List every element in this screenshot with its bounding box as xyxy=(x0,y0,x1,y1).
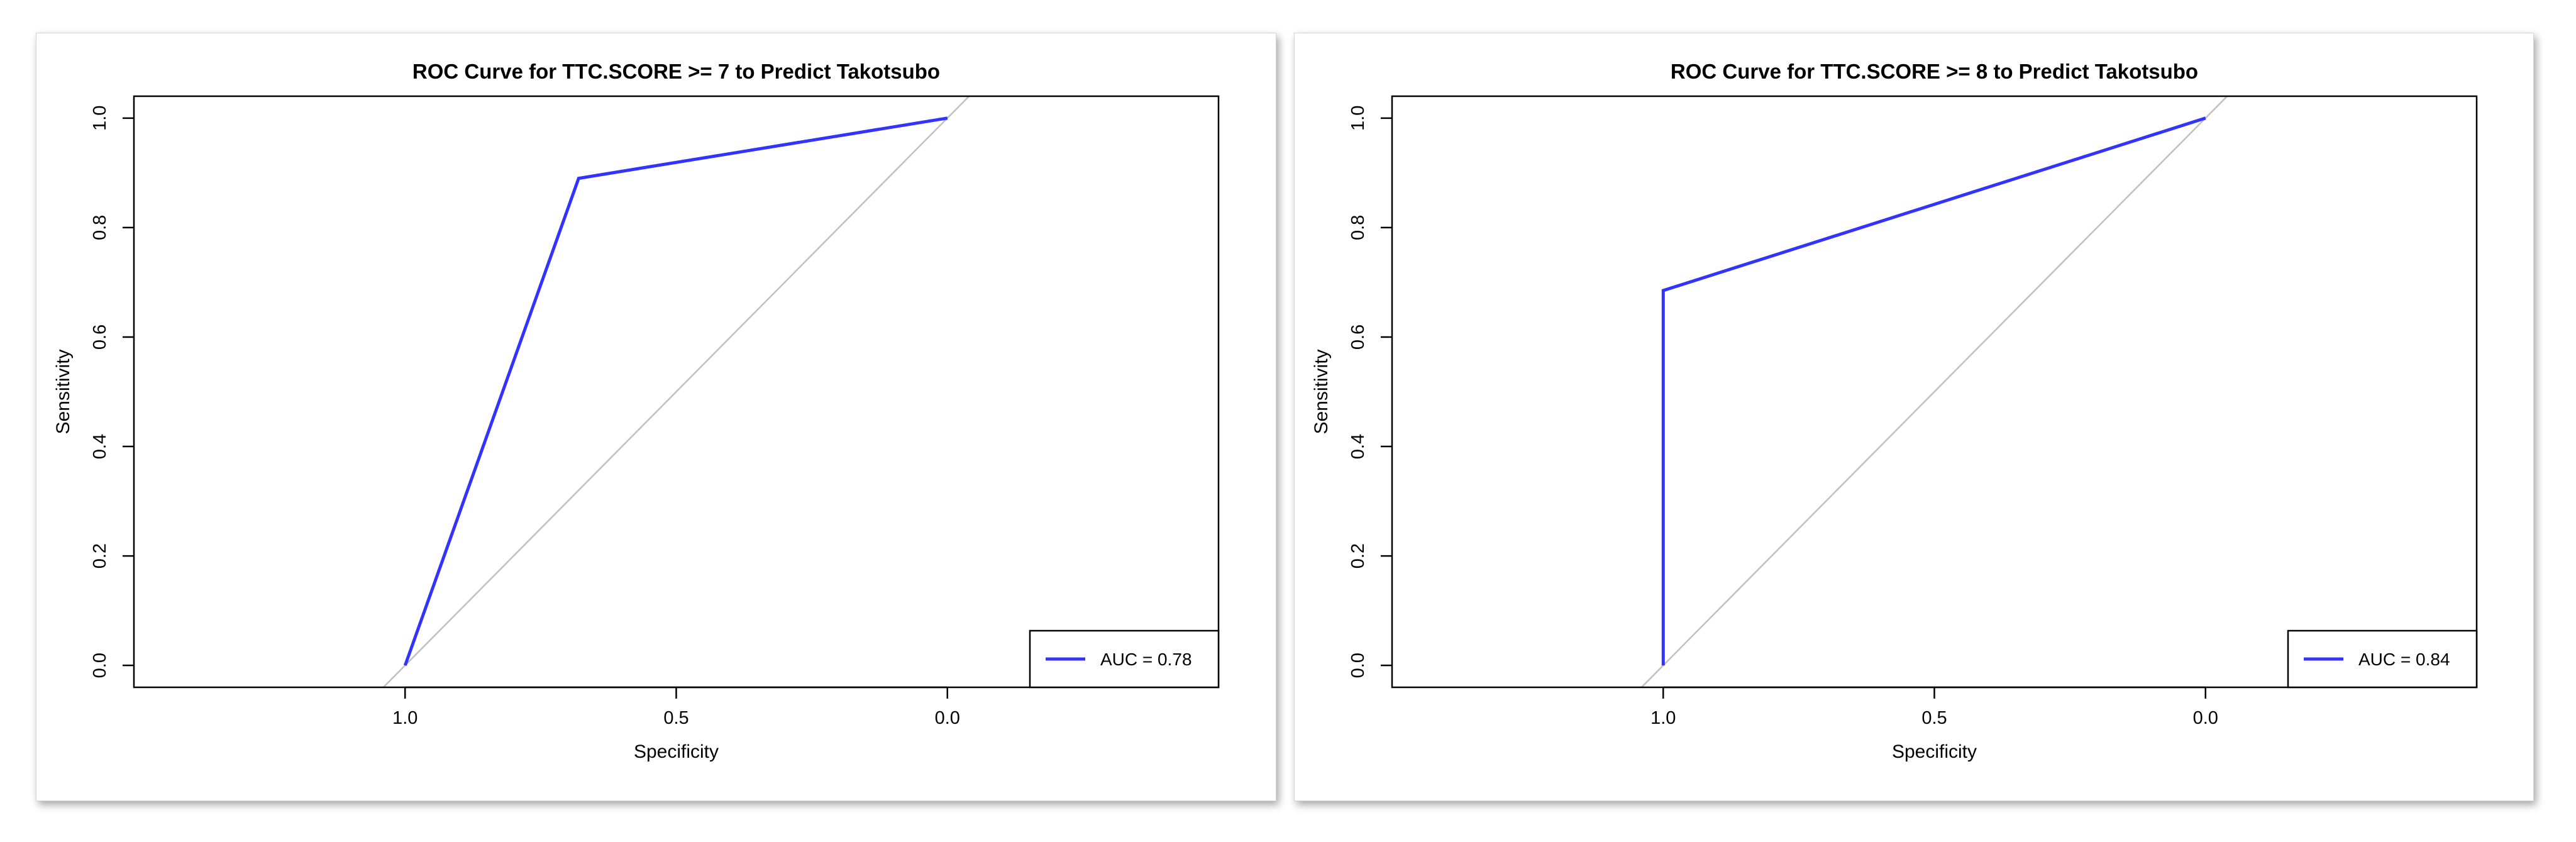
reference-diagonal-line xyxy=(382,96,970,687)
roc-chart-score-7: ROC Curve for TTC.SCORE >= 7 to Predict … xyxy=(53,60,1220,762)
y-axis-label: Sensitivity xyxy=(53,349,74,434)
y-tick-label: 0.0 xyxy=(90,653,110,678)
y-tick-label: 0.2 xyxy=(90,543,110,568)
x-tick-label: 0.5 xyxy=(663,708,688,728)
x-axis-label: Specificity xyxy=(634,741,719,762)
x-axis-label: Specificity xyxy=(1892,741,1977,762)
x-tick-label: 0.5 xyxy=(1921,708,1947,728)
x-tick-label: 0.0 xyxy=(2193,708,2218,728)
y-tick-label: 0.4 xyxy=(1348,434,1368,459)
y-tick-label: 0.4 xyxy=(90,434,110,459)
roc-chart-score-8: ROC Curve for TTC.SCORE >= 8 to Predict … xyxy=(1311,60,2478,762)
legend-auc-label: AUC = 0.84 xyxy=(2358,650,2450,669)
y-tick-label: 0.2 xyxy=(1348,543,1368,568)
x-tick-label: 1.0 xyxy=(392,708,417,728)
chart-panel-2: ROC Curve for TTC.SCORE >= 8 to Predict … xyxy=(1294,33,2534,801)
y-tick-label: 0.8 xyxy=(1348,215,1368,240)
chart-panel-1: ROC Curve for TTC.SCORE >= 7 to Predict … xyxy=(36,33,1276,801)
y-tick-label: 1.0 xyxy=(90,106,110,131)
reference-diagonal-line xyxy=(1640,96,2228,687)
chart-title: ROC Curve for TTC.SCORE >= 8 to Predict … xyxy=(1671,60,2198,83)
chart-title: ROC Curve for TTC.SCORE >= 7 to Predict … xyxy=(412,60,940,83)
y-tick-label: 1.0 xyxy=(1348,106,1368,131)
x-tick-label: 1.0 xyxy=(1650,708,1676,728)
y-tick-label: 0.0 xyxy=(1348,653,1368,678)
y-tick-label: 0.6 xyxy=(90,324,110,350)
legend-auc-label: AUC = 0.78 xyxy=(1100,650,1192,669)
y-tick-label: 0.8 xyxy=(90,215,110,240)
x-tick-label: 0.0 xyxy=(935,708,960,728)
y-tick-label: 0.6 xyxy=(1348,324,1368,350)
y-axis-label: Sensitivity xyxy=(1311,349,1332,434)
